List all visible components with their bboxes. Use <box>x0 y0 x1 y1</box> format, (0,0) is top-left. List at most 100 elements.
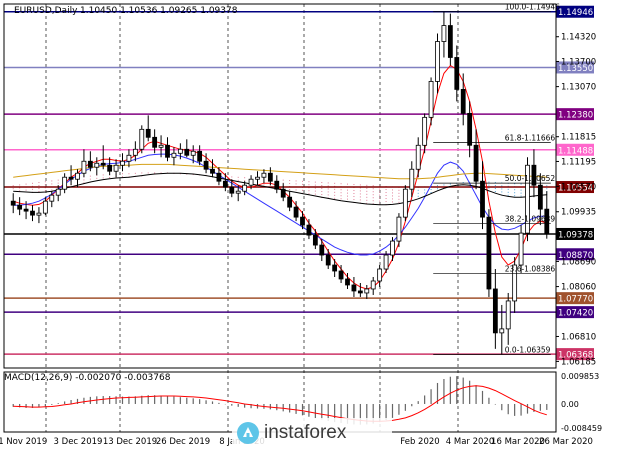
cloud-dot <box>501 185 503 187</box>
candle-body <box>126 154 132 162</box>
cloud-dot <box>141 172 143 174</box>
cloud-dot <box>237 179 239 181</box>
cloud-dot <box>392 195 393 197</box>
cloud-dot <box>546 188 548 190</box>
candle-body <box>87 160 93 168</box>
cloud-dot <box>289 183 291 185</box>
cloud-dot <box>366 184 368 186</box>
candle-body <box>216 172 222 182</box>
moving-average-line <box>13 172 547 206</box>
cloud-dot <box>237 176 239 178</box>
date-label: 13 Dec 2019 <box>103 437 157 447</box>
level-label: 1.07770 <box>558 295 593 305</box>
cloud-dot <box>359 193 361 195</box>
candle-body <box>242 184 248 192</box>
cloud-dot <box>430 192 432 194</box>
price-tick-label: 1.08060 <box>561 283 596 293</box>
cloud-dot <box>514 195 516 197</box>
cloud-dot <box>295 180 297 182</box>
cloud-dot <box>334 194 336 196</box>
candle-body <box>370 280 376 290</box>
candle-body <box>480 180 485 218</box>
candle-body <box>229 186 235 194</box>
cloud-dot <box>372 194 374 196</box>
candle-body <box>261 172 267 178</box>
level-label-bg <box>556 306 594 319</box>
price-tick-label: 1.08690 <box>561 257 596 267</box>
cloud-dot <box>514 192 516 194</box>
candle-body <box>287 196 293 208</box>
cloud-dot <box>44 190 46 192</box>
candle-body <box>62 176 68 190</box>
cloud-dot <box>314 187 316 189</box>
date-label: 26 Dec 2019 <box>156 437 210 447</box>
cloud-dot <box>392 201 393 203</box>
price-axis: 1.14320 1.13700 1.13070 1.11815 1.11195 1.105… <box>556 33 596 367</box>
level-label: 1.09378 <box>558 230 593 240</box>
level-label: 1.13550 <box>558 64 593 74</box>
cloud-dot <box>353 184 355 186</box>
price-tick-label: 1.14320 <box>561 33 596 43</box>
level-label-bg <box>556 181 594 194</box>
cloud-dot <box>327 188 329 190</box>
macd-tick-label: 0.00 <box>561 400 579 409</box>
cloud-dot <box>340 192 342 194</box>
cloud-dot <box>19 187 21 189</box>
cloud-dot <box>308 184 310 186</box>
cloud-dot <box>449 183 451 185</box>
candle-body <box>512 264 518 302</box>
candle-body <box>152 136 158 148</box>
cloud-dot <box>366 193 368 195</box>
date-label: 16 Mar 2020 <box>491 437 545 447</box>
candle-body <box>537 184 543 210</box>
cloud-dot <box>308 193 310 195</box>
cloud-dot <box>154 172 156 174</box>
candle-body <box>312 234 318 246</box>
cloud-dot <box>289 189 291 191</box>
cloud-dot <box>308 181 310 183</box>
watermark: instaforex <box>232 418 392 448</box>
cloud-dot <box>494 188 496 190</box>
cloud-dot <box>366 190 368 192</box>
fibonacci-levels: 100.0-1.14946 61.8-1.11666 50.0-1.10652 38.… <box>433 3 560 355</box>
candle-body <box>415 144 421 170</box>
candle-body <box>377 268 383 282</box>
cloud-dot <box>147 172 149 174</box>
cloud-dot <box>25 183 27 185</box>
cloud-dot <box>520 189 522 191</box>
cloud-dot <box>314 184 316 186</box>
cloud-dot <box>507 194 509 196</box>
cloud-dot <box>334 191 336 193</box>
candle-body <box>42 200 48 214</box>
candle-body <box>36 212 42 216</box>
cloud-dot <box>57 179 59 181</box>
cloud-dot <box>314 181 316 183</box>
candle-body <box>17 204 23 210</box>
date-label: 21 Nov 2019 <box>0 437 47 447</box>
cloud-dot <box>443 184 445 186</box>
candle-body <box>441 25 447 42</box>
candle-body <box>55 188 61 196</box>
cloud-dot <box>83 182 85 184</box>
cloud-dot <box>327 191 329 193</box>
cloud-dot <box>379 200 381 202</box>
candle-body <box>248 178 254 186</box>
cloud-dot <box>347 192 348 194</box>
cloud-dot <box>186 173 188 175</box>
cloud-dot <box>379 191 381 193</box>
cloud-dot <box>392 198 393 200</box>
level-label: 1.10554 <box>558 184 593 194</box>
cloud-dot <box>321 185 323 187</box>
cloud-dot <box>392 192 393 194</box>
price-tick-label: 1.09935 <box>561 208 596 218</box>
cloud-dot <box>89 178 91 180</box>
cloud-dot <box>430 189 432 191</box>
candle-body <box>165 144 170 158</box>
cloud-dot <box>160 172 162 174</box>
cloud-dot <box>546 185 548 187</box>
cloud-dot <box>437 188 438 190</box>
cloud-dot <box>359 187 361 189</box>
candle-body <box>499 328 505 334</box>
cloud-dot <box>488 187 490 189</box>
candle-body <box>293 206 299 218</box>
